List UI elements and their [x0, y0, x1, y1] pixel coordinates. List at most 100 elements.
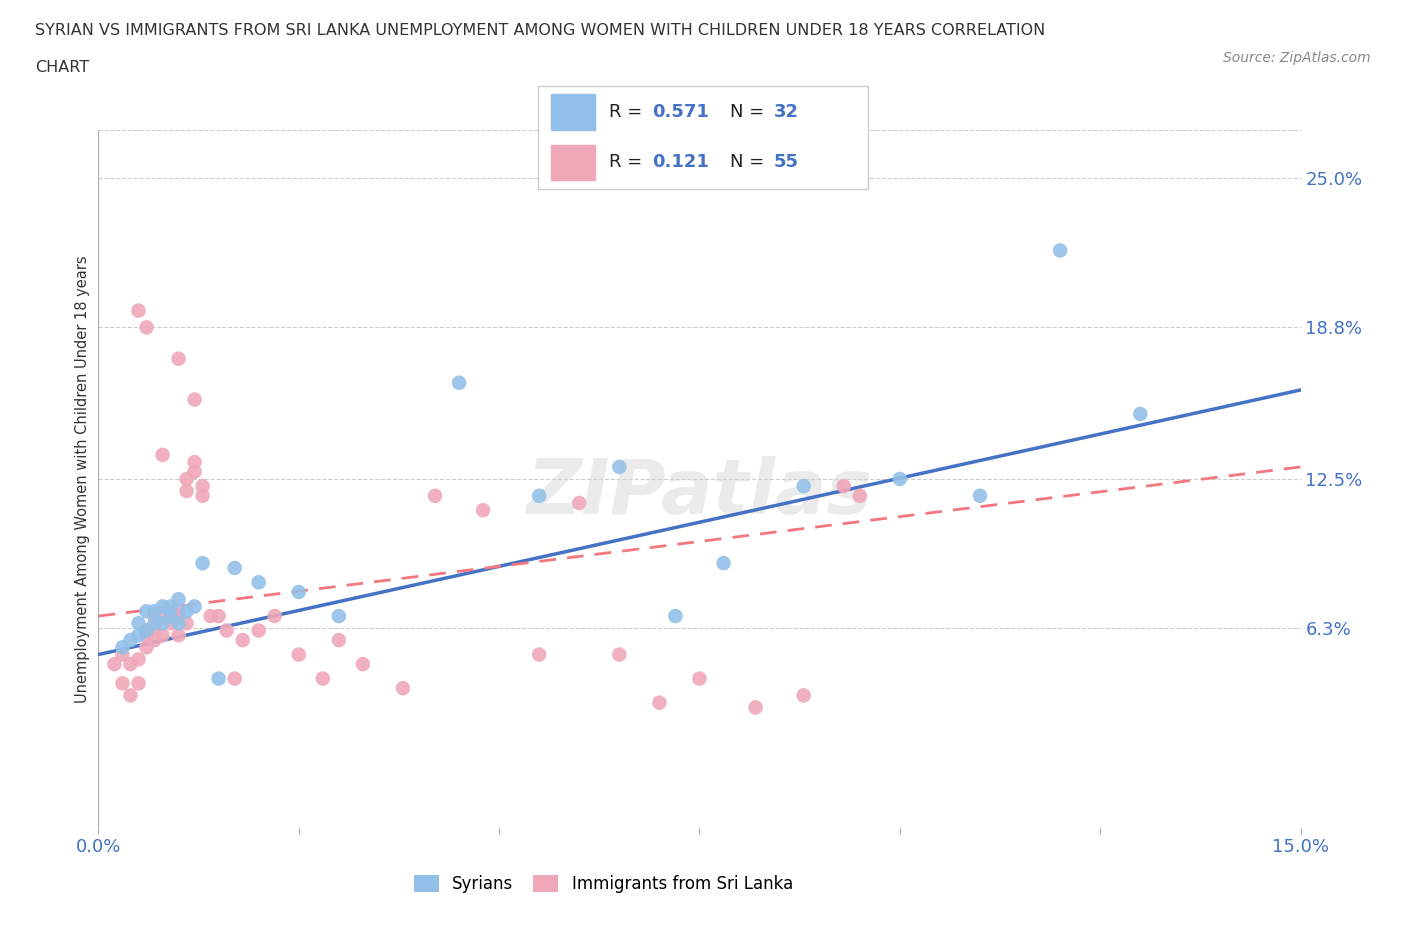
Point: [120, 688, 142, 703]
Point: [152, 599, 174, 614]
Point: [288, 585, 311, 600]
Point: [208, 671, 231, 686]
Point: [191, 556, 214, 571]
Point: [609, 647, 631, 662]
Point: [111, 676, 134, 691]
Point: [889, 472, 911, 486]
Point: [135, 623, 157, 638]
Point: [969, 488, 991, 503]
Point: [247, 623, 270, 638]
Point: [103, 657, 125, 671]
Point: [744, 700, 766, 715]
Point: [288, 647, 311, 662]
Point: [224, 671, 246, 686]
Point: [689, 671, 711, 686]
Point: [135, 604, 157, 618]
Bar: [551, 95, 595, 129]
Point: [328, 608, 350, 623]
Point: [713, 556, 735, 571]
Point: [447, 376, 470, 391]
Point: [529, 488, 551, 503]
Point: [143, 632, 166, 647]
Point: [191, 488, 214, 503]
Point: [135, 628, 157, 643]
Point: [392, 681, 415, 696]
Point: [152, 628, 174, 643]
Point: [1049, 243, 1071, 258]
Point: [159, 608, 181, 623]
Point: [263, 608, 285, 623]
Point: [247, 575, 270, 590]
Point: [609, 459, 631, 474]
Point: [128, 303, 150, 318]
Point: [159, 616, 181, 631]
Point: [232, 632, 254, 647]
Point: [849, 488, 872, 503]
Text: 32: 32: [773, 102, 799, 121]
Point: [135, 623, 157, 638]
Text: 55: 55: [773, 153, 799, 171]
Point: [128, 628, 150, 643]
Text: N =: N =: [730, 153, 770, 171]
Text: 0.571: 0.571: [652, 102, 709, 121]
Point: [200, 608, 222, 623]
Point: [167, 604, 190, 618]
Point: [176, 472, 198, 486]
Point: [143, 623, 166, 638]
Bar: [551, 145, 595, 180]
Point: [152, 616, 174, 631]
Point: [159, 599, 181, 614]
Point: [167, 628, 190, 643]
Point: [120, 632, 142, 647]
Text: CHART: CHART: [35, 60, 89, 75]
Point: [224, 561, 246, 576]
Point: [152, 447, 174, 462]
Y-axis label: Unemployment Among Women with Children Under 18 years: Unemployment Among Women with Children U…: [75, 255, 90, 703]
Point: [167, 616, 190, 631]
Point: [191, 479, 214, 494]
Point: [472, 503, 495, 518]
Point: [183, 455, 205, 470]
Point: [167, 591, 190, 606]
Point: [648, 696, 671, 711]
Point: [183, 392, 205, 407]
Point: [793, 688, 815, 703]
Point: [328, 632, 350, 647]
Point: [167, 608, 190, 623]
Text: 0.121: 0.121: [652, 153, 709, 171]
Text: R =: R =: [609, 153, 648, 171]
Point: [128, 676, 150, 691]
Point: [120, 657, 142, 671]
Point: [183, 599, 205, 614]
Point: [143, 616, 166, 631]
Point: [832, 479, 855, 494]
Point: [793, 479, 815, 494]
Legend: Syrians, Immigrants from Sri Lanka: Syrians, Immigrants from Sri Lanka: [408, 868, 800, 899]
FancyBboxPatch shape: [537, 86, 869, 189]
Text: SYRIAN VS IMMIGRANTS FROM SRI LANKA UNEMPLOYMENT AMONG WOMEN WITH CHILDREN UNDER: SYRIAN VS IMMIGRANTS FROM SRI LANKA UNEM…: [35, 23, 1046, 38]
Point: [143, 608, 166, 623]
Text: Source: ZipAtlas.com: Source: ZipAtlas.com: [1223, 51, 1371, 65]
Point: [167, 352, 190, 366]
Point: [1129, 406, 1152, 421]
Point: [423, 488, 446, 503]
Point: [128, 616, 150, 631]
Point: [215, 623, 238, 638]
Point: [312, 671, 335, 686]
Text: R =: R =: [609, 102, 648, 121]
Point: [152, 608, 174, 623]
Text: ZIPatlas: ZIPatlas: [526, 456, 873, 530]
Point: [568, 496, 591, 511]
Point: [143, 604, 166, 618]
Point: [111, 647, 134, 662]
Point: [111, 640, 134, 655]
Point: [176, 484, 198, 498]
Point: [128, 652, 150, 667]
Point: [183, 464, 205, 479]
Point: [208, 608, 231, 623]
Point: [176, 616, 198, 631]
Point: [135, 320, 157, 335]
Point: [352, 657, 374, 671]
Point: [135, 640, 157, 655]
Point: [176, 604, 198, 618]
